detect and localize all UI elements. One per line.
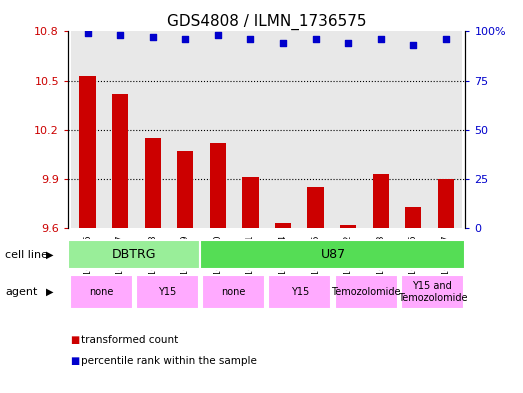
Bar <box>397 31 429 228</box>
Bar <box>201 31 234 228</box>
Bar <box>242 177 258 228</box>
Point <box>83 30 92 37</box>
Title: GDS4808 / ILMN_1736575: GDS4808 / ILMN_1736575 <box>167 14 367 30</box>
Bar <box>340 225 356 228</box>
Bar <box>234 31 267 228</box>
Point <box>344 40 353 46</box>
Point <box>149 34 157 40</box>
Text: ▶: ▶ <box>46 250 53 260</box>
Bar <box>68 240 200 269</box>
Bar <box>332 31 365 228</box>
Text: U87: U87 <box>321 248 346 261</box>
Text: none: none <box>221 287 246 297</box>
Text: none: none <box>89 287 113 297</box>
Point <box>246 36 255 42</box>
Bar <box>210 143 226 228</box>
Bar <box>202 275 265 309</box>
Bar <box>169 31 201 228</box>
Point <box>181 36 189 42</box>
Text: Y15: Y15 <box>291 287 309 297</box>
Bar <box>79 76 96 228</box>
Point <box>409 42 417 48</box>
Bar <box>144 138 161 228</box>
Point <box>279 40 287 46</box>
Bar <box>104 31 137 228</box>
Bar <box>267 31 299 228</box>
Point <box>377 36 385 42</box>
Text: percentile rank within the sample: percentile rank within the sample <box>81 356 257 366</box>
Text: agent: agent <box>5 286 38 297</box>
Bar <box>177 151 194 228</box>
Bar <box>401 275 464 309</box>
Text: DBTRG: DBTRG <box>112 248 156 261</box>
Bar <box>335 275 397 309</box>
Point <box>311 36 320 42</box>
Bar <box>308 187 324 228</box>
Bar <box>200 240 465 269</box>
Bar <box>275 223 291 228</box>
Point <box>116 32 124 39</box>
Bar <box>405 207 422 228</box>
Bar <box>299 31 332 228</box>
Point <box>214 32 222 39</box>
Text: Temozolomide: Temozolomide <box>332 287 401 297</box>
Bar <box>136 275 199 309</box>
Text: transformed count: transformed count <box>81 335 178 345</box>
Text: Y15 and
Temozolomide: Y15 and Temozolomide <box>397 281 467 303</box>
Bar <box>429 31 462 228</box>
Text: ▶: ▶ <box>46 286 53 297</box>
Text: cell line: cell line <box>5 250 48 260</box>
Bar <box>137 31 169 228</box>
Text: ■: ■ <box>71 335 80 345</box>
Bar <box>268 275 332 309</box>
Bar <box>112 94 128 228</box>
Bar <box>438 179 454 228</box>
Text: ■: ■ <box>71 356 80 366</box>
Point <box>442 36 450 42</box>
Bar <box>71 31 104 228</box>
Bar <box>365 31 397 228</box>
Bar <box>70 275 133 309</box>
Bar <box>372 174 389 228</box>
Text: Y15: Y15 <box>158 287 176 297</box>
